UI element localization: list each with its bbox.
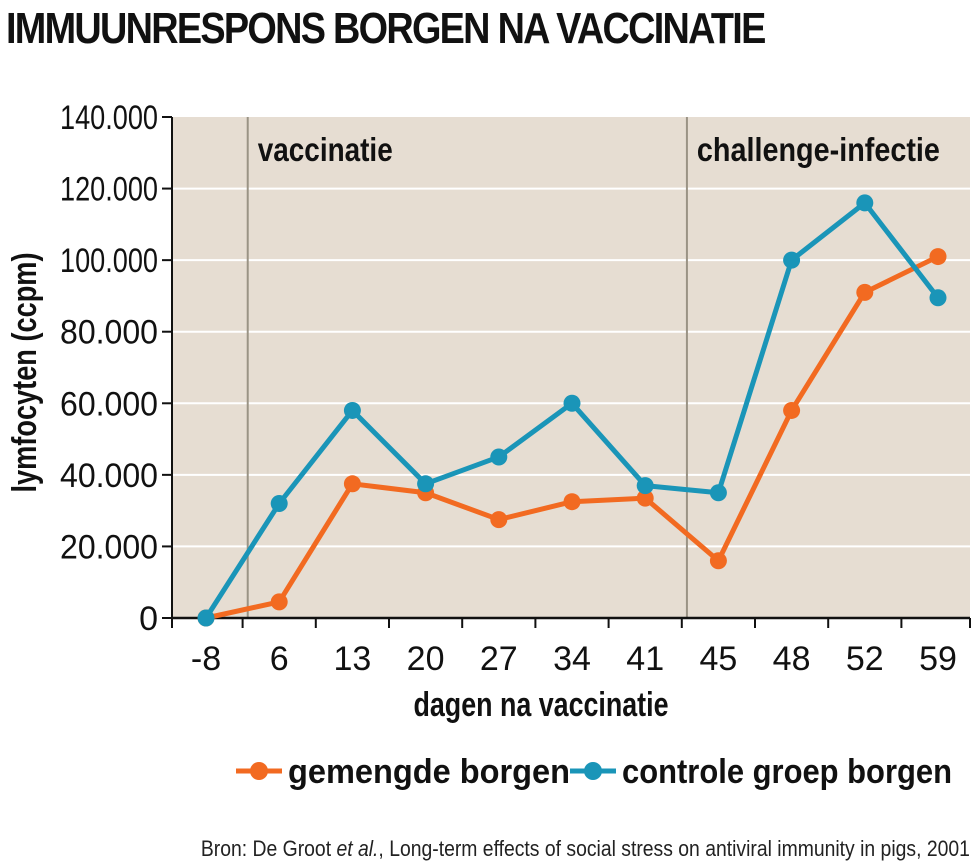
x-tick-label: 34 [553, 640, 591, 678]
y-tick-label: 0 [139, 600, 158, 638]
y-tick-label: 100.000 [60, 242, 158, 280]
source-text-rest: , Long-term effects of social stress on … [378, 836, 970, 861]
chart-title: IMMUUNRESPONS BORGEN NA VACCINATIE [6, 4, 766, 53]
data-point [636, 477, 654, 495]
data-point [636, 489, 654, 507]
x-tick-label: 59 [919, 640, 957, 678]
data-point [490, 511, 508, 529]
legend: gemengde borgen controle groep borgen [236, 753, 952, 791]
x-tick-label: 52 [846, 640, 884, 678]
legend-label: gemengde borgen [288, 753, 570, 791]
data-point [929, 289, 947, 307]
legend-label: controle groep borgen [622, 753, 952, 791]
legend-marker [250, 762, 268, 780]
data-point [563, 394, 581, 412]
data-point [270, 494, 288, 512]
data-point [709, 552, 727, 570]
data-point [343, 401, 361, 419]
axes [171, 117, 971, 628]
series-controle-groep-borgen [197, 194, 947, 627]
x-tick-label: 45 [699, 640, 737, 678]
y-tick-label: 60.000 [60, 385, 158, 423]
y-tick-label: 120.000 [60, 171, 158, 209]
data-point [709, 484, 727, 502]
data-point [490, 448, 508, 466]
x-tick-label: -8 [191, 640, 221, 678]
x-tick-label: 6 [270, 640, 289, 678]
y-tick-label: 20.000 [60, 528, 158, 566]
plot-background [172, 117, 970, 618]
legend-marker [584, 762, 602, 780]
data-point [783, 401, 801, 419]
data-point [343, 475, 361, 493]
y-tick-label: 40.000 [60, 457, 158, 495]
series [197, 194, 947, 627]
data-point [929, 248, 947, 266]
event-label: vaccinatie [258, 131, 393, 168]
y-axis-title: lymfocyten (ccpm) [6, 253, 44, 493]
x-tick-label: 20 [407, 640, 445, 678]
axis-labels: 0 20.000 40.000 60.000 80.000 100.000 120.000 1… [6, 99, 957, 724]
x-tick-label: 13 [333, 640, 371, 678]
x-tick-label: 41 [626, 640, 664, 678]
x-tick-label: 27 [480, 640, 518, 678]
y-tick-label: 140.000 [60, 99, 158, 137]
data-point [417, 475, 435, 493]
data-point [783, 251, 801, 269]
y-tick-label: 80.000 [60, 314, 158, 352]
source-note: Bron: De Groot et al., Long-term effects… [201, 836, 970, 862]
source-authors-italic: et al. [336, 836, 379, 861]
x-axis-title: dagen na vaccinatie [414, 686, 669, 724]
data-point [270, 593, 288, 611]
data-point [563, 493, 581, 511]
x-tick-label: 48 [773, 640, 811, 678]
data-point [197, 609, 215, 627]
data-point [856, 283, 874, 301]
data-point [856, 194, 874, 212]
source-text: Bron: De Groot [200, 836, 337, 861]
event-label: challenge-infectie [697, 131, 940, 168]
